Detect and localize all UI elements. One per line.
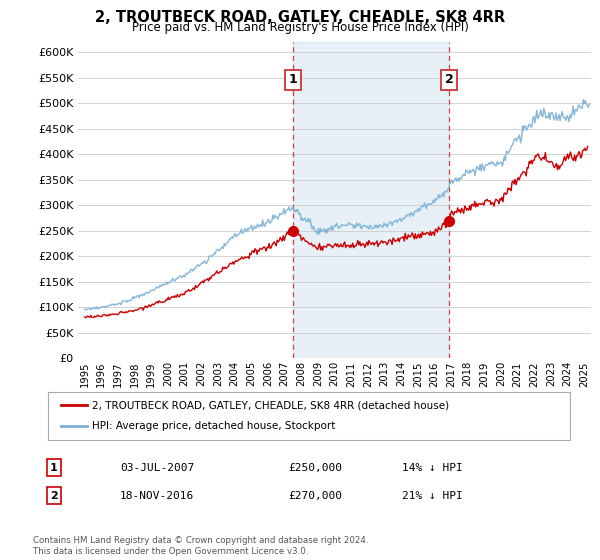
Text: £250,000: £250,000: [288, 463, 342, 473]
Text: £270,000: £270,000: [288, 491, 342, 501]
Text: 03-JUL-2007: 03-JUL-2007: [120, 463, 194, 473]
Text: HPI: Average price, detached house, Stockport: HPI: Average price, detached house, Stoc…: [92, 421, 336, 431]
Text: 1: 1: [50, 463, 58, 473]
Text: 18-NOV-2016: 18-NOV-2016: [120, 491, 194, 501]
Text: 2: 2: [445, 73, 454, 86]
Text: 2: 2: [50, 491, 58, 501]
Text: 21% ↓ HPI: 21% ↓ HPI: [402, 491, 463, 501]
Text: 14% ↓ HPI: 14% ↓ HPI: [402, 463, 463, 473]
Text: Contains HM Land Registry data © Crown copyright and database right 2024.
This d: Contains HM Land Registry data © Crown c…: [33, 536, 368, 556]
Text: 2, TROUTBECK ROAD, GATLEY, CHEADLE, SK8 4RR: 2, TROUTBECK ROAD, GATLEY, CHEADLE, SK8 …: [95, 10, 505, 25]
Text: 2, TROUTBECK ROAD, GATLEY, CHEADLE, SK8 4RR (detached house): 2, TROUTBECK ROAD, GATLEY, CHEADLE, SK8 …: [92, 400, 449, 410]
Text: Price paid vs. HM Land Registry's House Price Index (HPI): Price paid vs. HM Land Registry's House …: [131, 21, 469, 34]
Bar: [293, 42, 449, 358]
Text: 1: 1: [289, 73, 297, 86]
